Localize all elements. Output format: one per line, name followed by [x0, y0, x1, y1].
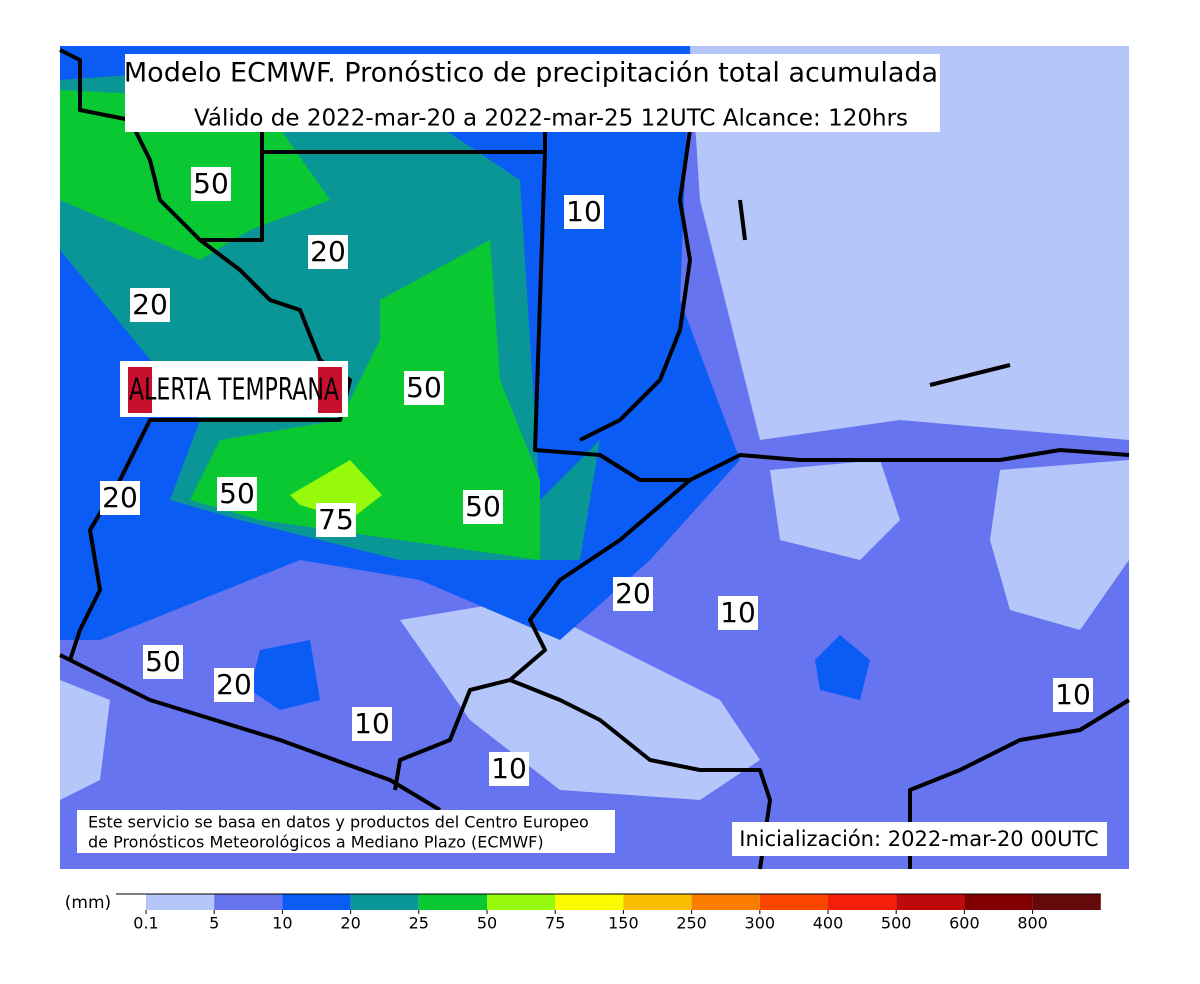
contour-label: 50 — [145, 645, 181, 678]
contour-label-box — [404, 371, 444, 405]
colorbar-segment — [350, 894, 419, 910]
contour-label-box — [308, 235, 348, 269]
map-title: Modelo ECMWF. Pronóstico de precipitació… — [124, 58, 938, 89]
colorbar: (mm) 0.1 5 10 20 25 50 75 150 250 300 400 500 600 800 — [65, 893, 1101, 933]
contour-label: 50 — [406, 371, 442, 404]
contour-label-box — [214, 668, 254, 702]
border — [908, 698, 1131, 869]
logo-mark — [318, 367, 342, 413]
colorbar-segment — [691, 894, 760, 910]
colorbar-segment — [623, 894, 692, 910]
colorbar-tick-label: 25 — [409, 914, 429, 933]
contour-label-box — [613, 577, 653, 611]
region-50-75 — [290, 460, 382, 520]
contour-label-box — [718, 596, 758, 630]
contour-label-box — [100, 481, 140, 515]
logo-box — [120, 361, 348, 417]
region-01-5 — [400, 600, 760, 800]
source-note: de Pronósticos Meteorológicos a Mediano … — [88, 833, 544, 852]
contour-label: 50 — [193, 167, 229, 200]
colorbar-tick-label: 300 — [745, 914, 776, 933]
colorbar-segment — [146, 894, 215, 910]
source-box — [77, 810, 615, 853]
colorbar-tick-label: 50 — [477, 914, 497, 933]
colorbar-tick-label: 150 — [608, 914, 639, 933]
contour-label: 20 — [132, 288, 168, 321]
contour-label-box — [130, 288, 170, 322]
contour-label: 10 — [720, 596, 756, 629]
colorbar-tick-label: 5 — [209, 914, 219, 933]
contour-label: 50 — [219, 477, 255, 510]
contour-label: 50 — [465, 490, 501, 523]
region-10-20 — [815, 635, 870, 700]
contour-label: 20 — [216, 668, 252, 701]
region-01-5 — [770, 460, 900, 560]
region-01-5 — [60, 680, 110, 800]
contour-label-box — [463, 490, 503, 524]
coastline — [59, 653, 442, 812]
title-box — [125, 54, 940, 132]
contour-label-box — [217, 477, 257, 511]
logo: ALERTA TEMPRANA — [129, 373, 339, 408]
colorbar-segment — [116, 894, 146, 910]
colorbar-tick-label: 800 — [1017, 914, 1048, 933]
contour-labels: 50 20 10 20 50 20 50 75 50 20 10 50 20 10 10 10 — [100, 167, 1093, 786]
colorbar-tick-label: 600 — [949, 914, 980, 933]
colorbar-segment — [487, 894, 556, 910]
region-25-50 — [190, 240, 540, 560]
contour-label-box — [564, 195, 604, 229]
colorbar-tick-label: 0.1 — [133, 914, 158, 933]
contour-label-box — [489, 752, 529, 786]
contour-label: 75 — [318, 503, 354, 536]
init-box — [732, 822, 1107, 856]
border — [200, 130, 692, 791]
contour-label: 10 — [354, 707, 390, 740]
island — [929, 363, 1011, 387]
colorbar-tick-label: 500 — [881, 914, 912, 933]
contour-label-box — [352, 707, 392, 741]
colorbar-segment — [418, 894, 487, 910]
colorbar-segment — [1032, 894, 1101, 910]
colorbar-segment — [759, 894, 828, 910]
colorbar-segment — [282, 894, 351, 910]
contour-label: 10 — [1055, 678, 1091, 711]
colorbar-segment — [214, 894, 283, 910]
colorbar-tick-label: 10 — [272, 914, 292, 933]
contour-label: 20 — [615, 577, 651, 610]
border — [509, 678, 772, 870]
region-01-5 — [990, 460, 1129, 630]
contour-label: 20 — [310, 235, 346, 268]
contour-label: 20 — [102, 481, 138, 514]
colorbar-unit: (mm) — [65, 893, 111, 913]
source-note: Este servicio se basa en datos y product… — [88, 813, 589, 832]
colorbar-segment — [555, 894, 624, 910]
colorbar-tick-label: 75 — [545, 914, 565, 933]
contour-label-box — [191, 167, 231, 201]
init-time: Inicialización: 2022-mar-20 00UTC — [739, 827, 1098, 851]
contour-label-box — [316, 503, 356, 537]
colorbar-tick-label: 250 — [676, 914, 707, 933]
logo-mark — [128, 367, 152, 413]
colorbar-tick-label: 20 — [340, 914, 360, 933]
region-10-20 — [250, 640, 320, 710]
island — [738, 199, 747, 241]
colorbar-segment — [896, 894, 965, 910]
contour-label-box — [143, 645, 183, 679]
map-subtitle: Válido de 2022-mar-20 a 2022-mar-25 12UT… — [194, 106, 908, 132]
coastline — [579, 129, 692, 442]
colorbar-segment — [964, 894, 1033, 910]
map — [59, 46, 1131, 870]
contour-label-box — [1053, 678, 1093, 712]
contour-label: 10 — [491, 752, 527, 785]
border — [689, 448, 1130, 482]
colorbar-segment — [828, 894, 897, 910]
contour-label: 10 — [566, 195, 602, 228]
colorbar-tick-label: 400 — [813, 914, 844, 933]
